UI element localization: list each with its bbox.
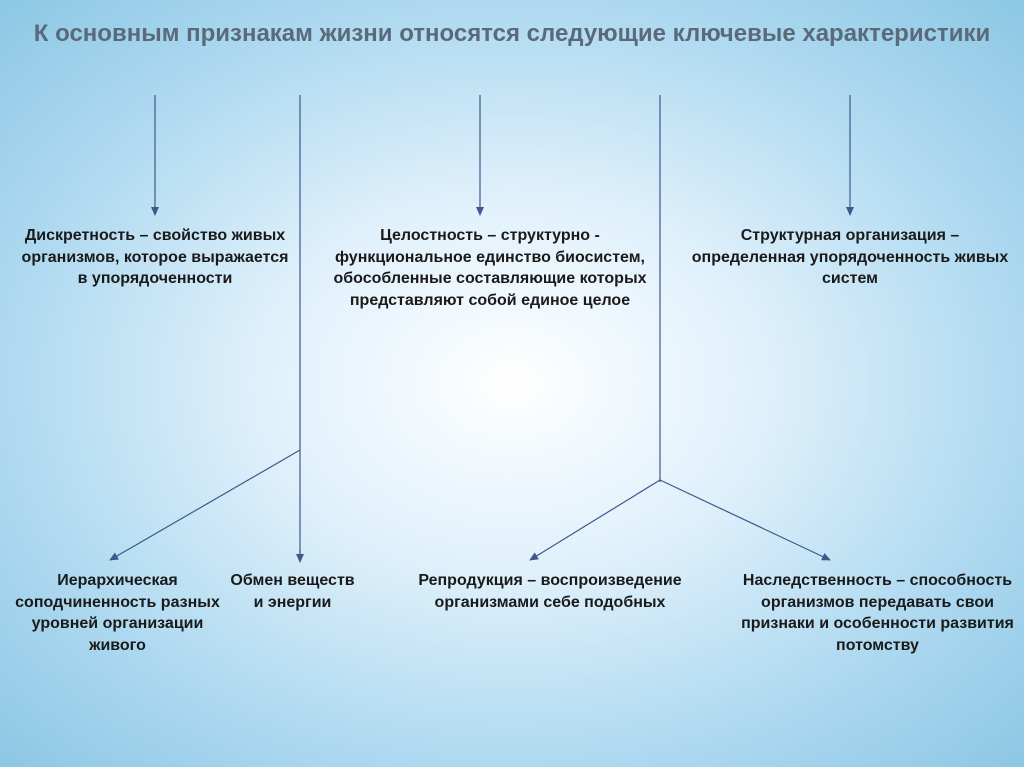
node-structural-org: Структурная организация – определенная у… [690, 225, 1010, 290]
node-reproduction: Репродукция – воспроизведение организмам… [380, 570, 720, 613]
diagram-title: К основным признакам жизни относятся сле… [0, 18, 1024, 50]
node-discreteness: Дискретность – свойство живых организмов… [15, 225, 295, 290]
node-heredity: Наследственность – способность организмо… [740, 570, 1015, 656]
node-metabolism: Обмен веществ и энергии [225, 570, 360, 613]
node-hierarchy: Иерархическая соподчиненность разных уро… [10, 570, 225, 656]
node-integrity: Целостность – структурно - функционально… [330, 225, 650, 311]
